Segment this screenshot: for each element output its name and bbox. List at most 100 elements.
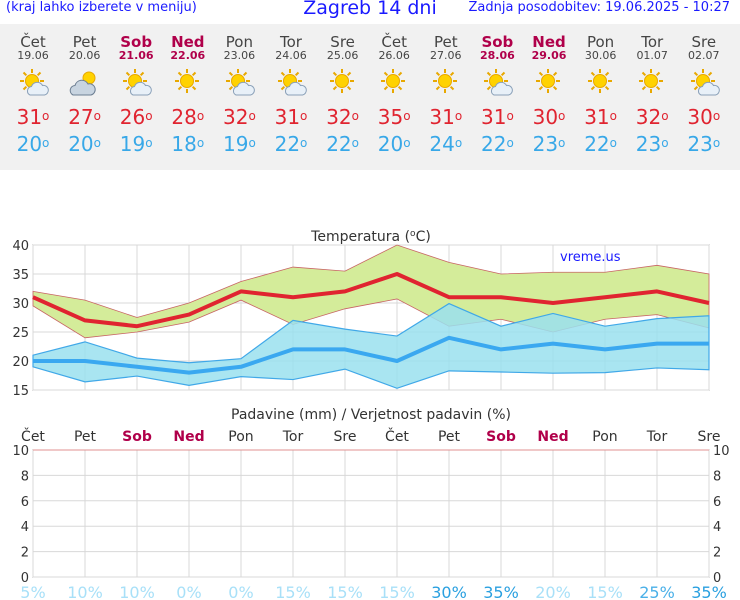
precipitation-probability-label: 10% bbox=[119, 583, 155, 600]
precipitation-probability-label: 25% bbox=[639, 583, 675, 600]
degree-mark: o bbox=[712, 136, 721, 150]
sun-icon bbox=[532, 68, 566, 98]
max-temperature: 31o bbox=[480, 105, 514, 129]
daily-forecast-strip: Čet 19.06 31o 20o Pet 20.06 27o 20o Sob 21.06 26o 1… bbox=[0, 24, 740, 170]
day-date: 29.06 bbox=[531, 49, 567, 62]
y-tick-label-right: 0 bbox=[713, 571, 721, 586]
day-name: Čet bbox=[381, 33, 407, 51]
sun-icon bbox=[171, 68, 205, 98]
x-tick-label: Pon bbox=[592, 429, 617, 445]
degree-mark: o bbox=[93, 136, 101, 150]
max-temperature: 31o bbox=[16, 105, 50, 129]
x-tick-label: Tor bbox=[646, 429, 668, 445]
day-column: Ned 29.06 30o 23o bbox=[523, 24, 575, 155]
day-column: Čet 19.06 31o 20o bbox=[7, 24, 59, 155]
degree-mark: o bbox=[248, 136, 256, 150]
x-tick-label: Pet bbox=[74, 429, 97, 445]
x-tick-label: Sre bbox=[698, 429, 721, 445]
temperature-chart-title: Temperatura (oC) bbox=[310, 229, 431, 245]
degree-mark: o bbox=[403, 109, 411, 123]
x-tick-label: Pet bbox=[438, 429, 461, 445]
y-tick-label-right: 6 bbox=[713, 495, 721, 510]
precipitation-chart-title: Padavine (mm) / Verjetnost padavin (%) bbox=[231, 407, 511, 423]
x-tick-label: Sob bbox=[122, 429, 152, 445]
precipitation-probability-label: 0% bbox=[176, 583, 201, 600]
page-title: Zagreb 14 dni bbox=[303, 0, 437, 19]
day-column: Sre 25.06 32o 22o bbox=[317, 24, 369, 155]
precipitation-probability-label: 20% bbox=[535, 583, 571, 600]
max-temperature: 30o bbox=[687, 105, 721, 129]
day-name: Sre bbox=[691, 33, 717, 51]
max-temperature: 28o bbox=[171, 105, 205, 129]
degree-mark: o bbox=[661, 109, 669, 123]
day-date: 23.06 bbox=[223, 49, 256, 62]
degree-mark: o bbox=[93, 109, 101, 123]
day-column: Pet 27.06 31o 24o bbox=[420, 24, 472, 155]
day-column: Tor 24.06 31o 22o bbox=[265, 24, 317, 155]
min-temperature: 22o bbox=[274, 132, 308, 156]
day-date: 25.06 bbox=[326, 49, 359, 62]
precipitation-probability-label: 15% bbox=[587, 583, 623, 600]
min-temperature: 24o bbox=[429, 132, 463, 156]
precipitation-probability-label: 15% bbox=[379, 583, 415, 600]
min-temperature: 20o bbox=[377, 132, 411, 156]
y-tick-label: 25 bbox=[12, 326, 29, 341]
day-name: Tor bbox=[280, 33, 302, 51]
x-tick-label: Ned bbox=[537, 429, 568, 445]
day-column: Sob 21.06 26o 19o bbox=[110, 24, 162, 155]
location-hint: (kraj lahko izberete v meniju) bbox=[6, 0, 197, 15]
day-date: 20.06 bbox=[68, 49, 101, 62]
day-name: Tor bbox=[641, 33, 664, 51]
y-tick-label-left: 2 bbox=[21, 546, 29, 561]
day-date: 27.06 bbox=[430, 49, 462, 62]
y-tick-label-left: 10 bbox=[12, 444, 29, 459]
y-tick-label-left: 4 bbox=[21, 520, 29, 535]
day-column: Pon 30.06 31o 22o bbox=[575, 24, 627, 155]
precipitation-probability-label: 15% bbox=[327, 583, 363, 600]
degree-mark: o bbox=[454, 109, 463, 123]
sun-icon bbox=[377, 68, 411, 98]
day-name: Sob bbox=[120, 33, 153, 51]
degree-mark: o bbox=[661, 136, 669, 150]
min-temperature: 23o bbox=[687, 132, 721, 156]
x-tick-label: Pon bbox=[228, 429, 253, 445]
degree-mark: o bbox=[42, 109, 50, 123]
day-name: Pon bbox=[225, 33, 253, 51]
precipitation-probability-label: 35% bbox=[483, 583, 519, 600]
last-updated: Zadnja posodobitev: 19.06.2025 - 10:27 bbox=[468, 0, 730, 15]
y-tick-label: 15 bbox=[12, 384, 29, 399]
degree-mark: o bbox=[145, 136, 153, 150]
max-temperature: 31o bbox=[274, 105, 308, 129]
sun-cloud-icon bbox=[119, 68, 153, 98]
max-temperature: 30o bbox=[532, 105, 566, 129]
day-name: Sre bbox=[330, 33, 355, 51]
degree-mark: o bbox=[558, 109, 566, 123]
degree-mark: o bbox=[506, 109, 514, 123]
min-temperature: 19o bbox=[222, 132, 256, 156]
y-tick-label-left: 0 bbox=[21, 571, 29, 586]
degree-mark: o bbox=[196, 109, 205, 123]
min-temperature: 22o bbox=[584, 132, 617, 156]
min-temperature: 20o bbox=[16, 132, 50, 156]
max-temperature: 31o bbox=[429, 105, 463, 129]
min-temperature: 20o bbox=[68, 132, 101, 156]
degree-mark: o bbox=[403, 136, 411, 150]
watermark: vreme.us bbox=[560, 250, 621, 265]
degree-mark: o bbox=[609, 136, 617, 150]
max-temperature-line bbox=[32, 272, 710, 329]
day-column: Tor 01.07 32o 23o bbox=[626, 24, 678, 155]
degree-mark: o bbox=[300, 136, 308, 150]
degree-mark: o bbox=[506, 136, 514, 150]
sun-cloud-icon bbox=[480, 68, 514, 98]
day-date: 24.06 bbox=[275, 49, 307, 62]
day-date: 02.07 bbox=[688, 49, 720, 62]
min-temperature-range-band bbox=[32, 302, 710, 389]
day-column: Pon 23.06 32o 19o bbox=[213, 24, 265, 155]
x-tick-label: Ned bbox=[173, 429, 204, 445]
min-temperature-line bbox=[33, 335, 709, 375]
min-temperature: 19o bbox=[119, 132, 153, 156]
degree-mark: o bbox=[248, 109, 256, 123]
max-temperature: 31o bbox=[584, 105, 617, 129]
cloudy-sun-icon bbox=[68, 68, 102, 98]
day-column: Ned 22.06 28o 18o bbox=[162, 24, 214, 155]
